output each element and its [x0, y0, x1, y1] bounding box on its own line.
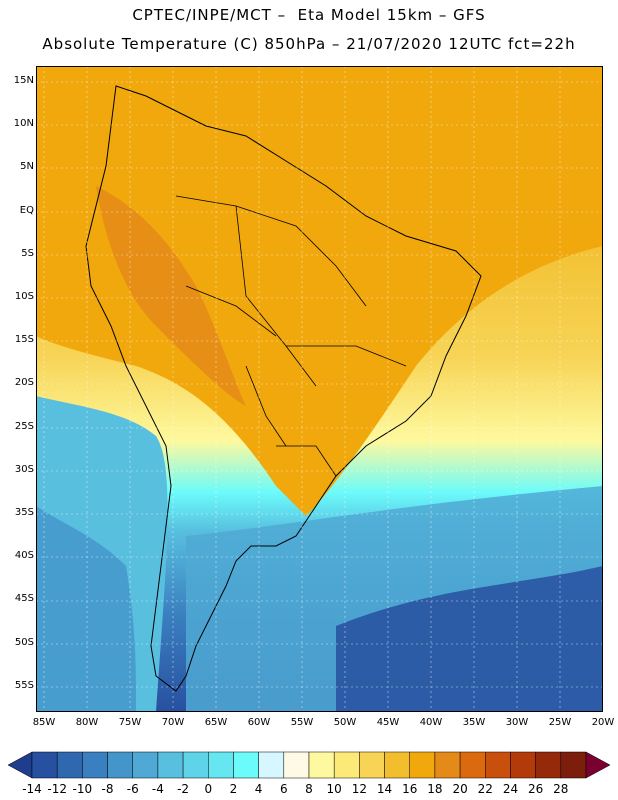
map-frame: [36, 66, 603, 712]
pacific-very-cold-region: [36, 506, 136, 712]
colorbar-label: 20: [452, 782, 468, 796]
colorbar-segment: [82, 751, 108, 779]
longitude-label: 35W: [462, 717, 486, 728]
colorbar-label: 12: [351, 782, 367, 796]
longitude-label: 30W: [505, 717, 529, 728]
colorbar-segment: [132, 751, 159, 779]
longitude-label: 65W: [204, 717, 228, 728]
colorbar-label: 6: [279, 782, 288, 796]
longitude-label: 45W: [376, 717, 400, 728]
longitude-label: 80W: [75, 717, 99, 728]
colorbar-label: 2: [229, 782, 238, 796]
colorbar-segment: [384, 751, 410, 779]
latitude-label: 45S: [14, 593, 34, 605]
latitude-label: 30S: [14, 463, 34, 475]
colorbar-label: -6: [126, 782, 139, 796]
colorbar-label: 28: [553, 782, 569, 796]
latitude-label: EQ: [19, 204, 34, 216]
latitude-label: 35S: [14, 507, 34, 518]
colorbar-segment: [208, 751, 234, 779]
colorbar-label: 14: [376, 782, 393, 796]
colorbar-segment: [434, 751, 461, 779]
colorbar-label: 22: [477, 782, 493, 796]
atlantic-very-cold-region: [336, 566, 603, 712]
colorbar-segment: [510, 751, 536, 779]
colorbar-label: 26: [527, 782, 544, 796]
hot-region: [96, 186, 246, 406]
colorbar-label: -2: [177, 782, 190, 796]
colorbar-segment: [459, 751, 486, 779]
latitude-label: 50S: [14, 636, 34, 648]
colorbar-segment: [560, 751, 587, 779]
colorbar-label: -14: [22, 782, 42, 796]
colorbar-segment: [56, 751, 83, 779]
colorbar-segment: [308, 751, 335, 779]
south-america-outline: [85, 85, 482, 692]
colorbar-segment: [283, 751, 310, 779]
map-svg: [36, 66, 603, 712]
colorbar-max-arrow: [585, 751, 611, 779]
colorbar-label: 16: [402, 782, 418, 796]
colorbar-label: 18: [427, 782, 443, 796]
colorbar-label: 24: [502, 782, 519, 796]
colorbar-label: 4: [254, 782, 263, 796]
colorbar-segment: [333, 751, 360, 779]
latitude-label: 10S: [14, 291, 34, 302]
longitude-label: 25W: [548, 717, 572, 728]
colorbar-segment: [485, 751, 511, 779]
colorbar-segment: [31, 751, 58, 779]
colorbar-label: -10: [72, 782, 93, 796]
colorbar-segment: [107, 751, 133, 779]
colorbar-segment: [535, 751, 562, 779]
latitude-label: 5N: [20, 161, 34, 173]
warm-region: [36, 66, 603, 516]
longitude-label: 20W: [591, 717, 615, 728]
colorbar-segment: [182, 751, 209, 779]
longitude-label: 50W: [333, 717, 357, 728]
colorbar-segment: [359, 751, 385, 779]
colorbar-segment: [409, 751, 436, 779]
colorbar-label: -12: [47, 782, 67, 796]
latitude-label: 15S: [14, 334, 34, 346]
colorbar-segment: [157, 751, 184, 779]
temperature-map: [36, 66, 603, 712]
colorbar-label: -4: [151, 782, 164, 796]
latitude-label: 10N: [13, 118, 34, 130]
colorbar-min-arrow: [7, 751, 33, 779]
latitude-label: 40S: [14, 550, 34, 562]
longitude-label: 85W: [32, 717, 56, 728]
country-borders: [175, 195, 407, 477]
colorbar-label: -8: [101, 782, 114, 796]
longitude-label: 40W: [419, 717, 443, 728]
colorbar-segment: [233, 751, 259, 779]
longitude-label: 75W: [118, 717, 142, 728]
latitude-label: 5S: [21, 247, 34, 259]
colorbar-label: 0: [204, 782, 213, 796]
latitude-label: 15N: [13, 75, 34, 86]
colorbar-label: 10: [326, 782, 342, 796]
map-title-line-1: CPTEC/INPE/MCT – Eta Model 15km – GFS: [132, 6, 486, 24]
latitude-label: 25S: [14, 420, 34, 432]
latitude-label: 20S: [14, 377, 34, 389]
longitude-label: 55W: [290, 717, 314, 728]
colorbar-segment: [258, 751, 285, 779]
longitude-label: 60W: [247, 717, 271, 728]
latitude-label: 55S: [14, 679, 34, 691]
longitude-label: 70W: [161, 717, 185, 728]
colorbar: [7, 751, 611, 779]
colorbar-label: 8: [305, 782, 313, 796]
map-title-line-2: Absolute Temperature (C) 850hPa – 21/07/…: [42, 35, 576, 53]
